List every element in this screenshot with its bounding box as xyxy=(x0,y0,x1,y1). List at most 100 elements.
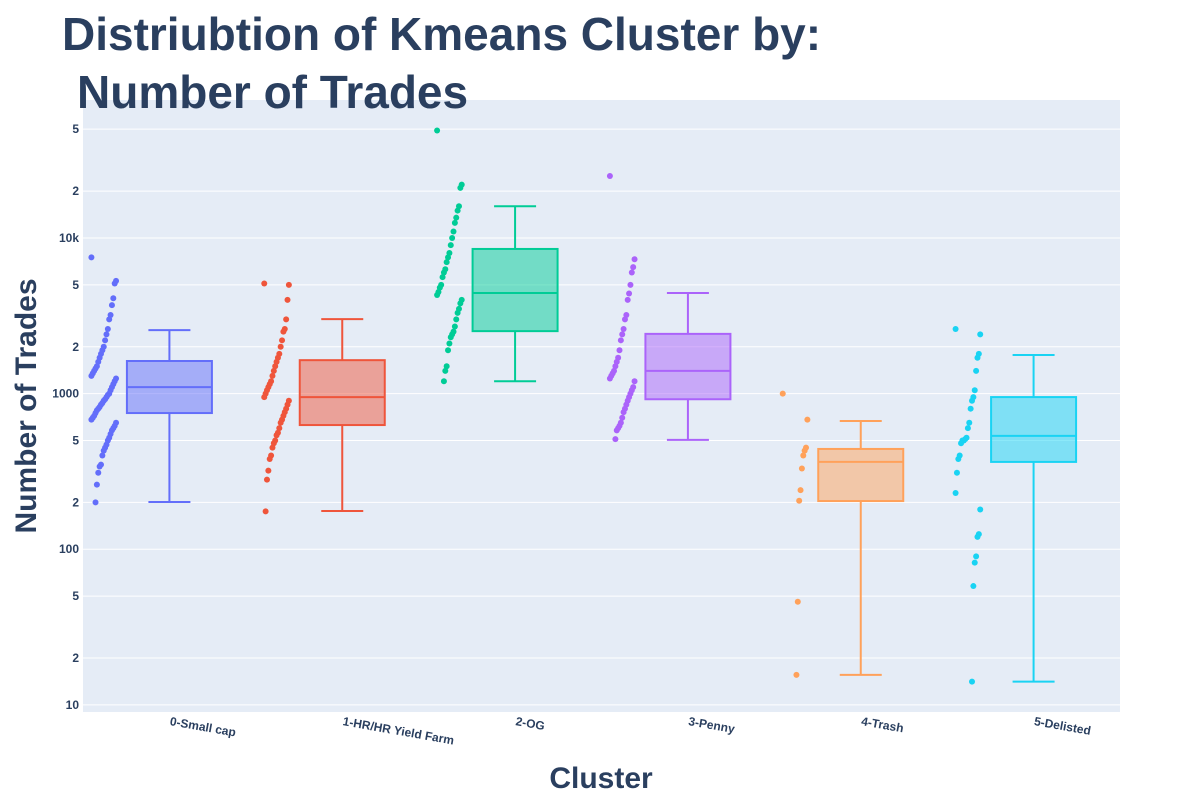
data-point xyxy=(434,127,441,134)
data-point xyxy=(620,326,627,333)
data-point xyxy=(449,234,456,241)
data-point xyxy=(952,489,959,496)
data-point xyxy=(445,347,452,354)
data-point xyxy=(971,387,978,394)
chart-title: Number of Trades xyxy=(77,66,468,118)
data-point xyxy=(977,331,984,338)
data-point xyxy=(266,456,273,463)
data-point xyxy=(277,419,284,426)
y-tick-label: 10k xyxy=(59,231,79,245)
data-point xyxy=(630,264,637,271)
data-point xyxy=(279,337,286,344)
data-point xyxy=(974,533,981,540)
data-point xyxy=(106,316,113,323)
data-point xyxy=(439,274,446,281)
data-point xyxy=(617,337,624,344)
y-tick-label: 5 xyxy=(72,589,79,603)
data-point xyxy=(445,254,452,261)
data-point xyxy=(973,367,980,374)
data-point xyxy=(285,281,292,288)
data-point xyxy=(797,487,804,494)
data-point xyxy=(263,476,270,483)
y-tick-label: 2 xyxy=(72,340,79,354)
data-point xyxy=(110,295,117,302)
data-point xyxy=(451,323,458,330)
data-point xyxy=(284,296,291,303)
data-point xyxy=(966,419,973,426)
data-point xyxy=(270,367,277,374)
data-point xyxy=(794,598,801,605)
data-point xyxy=(958,440,965,447)
y-tick-label: 1000 xyxy=(52,387,79,401)
data-point xyxy=(93,481,100,488)
data-point xyxy=(612,363,619,370)
data-point xyxy=(624,296,631,303)
data-point xyxy=(272,363,279,370)
data-point xyxy=(103,331,110,338)
data-point xyxy=(280,328,287,335)
data-point xyxy=(440,378,447,385)
data-point xyxy=(108,302,115,309)
data-point xyxy=(621,316,628,323)
y-tick-label: 10 xyxy=(66,698,80,712)
data-point xyxy=(273,432,280,439)
box xyxy=(990,396,1078,463)
box xyxy=(298,359,386,427)
data-point xyxy=(974,354,981,361)
data-point xyxy=(967,405,974,412)
data-point xyxy=(955,456,962,463)
x-tick-label: 4-Trash xyxy=(860,714,904,735)
x-tick-label: 1-HR/HR Yield Farm xyxy=(342,714,455,747)
x-tick-label: 2-OG xyxy=(515,714,546,733)
plot-background xyxy=(83,100,1120,712)
data-point xyxy=(616,347,623,354)
data-point xyxy=(606,173,613,180)
data-point xyxy=(969,678,976,685)
y-tick-label: 100 xyxy=(59,542,79,556)
data-point xyxy=(793,671,800,678)
data-point xyxy=(442,367,449,374)
data-point xyxy=(953,469,960,476)
data-point xyxy=(447,334,454,341)
box xyxy=(471,247,559,333)
y-tick-label: 2 xyxy=(72,495,79,509)
data-point xyxy=(269,444,276,451)
y-axis-title: Number of Trades xyxy=(10,278,43,533)
data-point xyxy=(977,506,984,513)
data-point xyxy=(265,467,272,474)
data-point xyxy=(613,427,620,434)
x-tick-label: 5-Delisted xyxy=(1033,714,1092,738)
data-point xyxy=(451,219,458,226)
data-point xyxy=(801,447,808,454)
box xyxy=(644,332,732,401)
data-point xyxy=(261,394,268,401)
y-tick-label: 5 xyxy=(72,122,79,136)
data-point xyxy=(283,316,290,323)
data-point xyxy=(454,207,461,214)
data-point xyxy=(277,343,284,350)
data-point xyxy=(631,256,638,263)
y-tick-label: 2 xyxy=(72,651,79,665)
data-point xyxy=(973,553,980,560)
data-point xyxy=(971,559,978,566)
data-point xyxy=(447,242,454,249)
data-point xyxy=(453,214,460,221)
data-point xyxy=(631,378,638,385)
x-axis-title: Cluster xyxy=(549,762,653,795)
data-point xyxy=(102,337,109,344)
data-point xyxy=(970,583,977,590)
data-point xyxy=(88,254,95,261)
data-point xyxy=(798,465,805,472)
data-point xyxy=(457,300,464,307)
data-point xyxy=(443,259,450,266)
data-point xyxy=(269,372,276,379)
y-tick-label: 5 xyxy=(72,433,79,447)
data-point xyxy=(627,281,634,288)
y-tick-label: 5 xyxy=(72,278,79,292)
data-point xyxy=(779,390,786,397)
data-point xyxy=(95,469,102,476)
data-point xyxy=(446,340,453,347)
data-point xyxy=(99,452,106,459)
data-point xyxy=(434,292,441,299)
